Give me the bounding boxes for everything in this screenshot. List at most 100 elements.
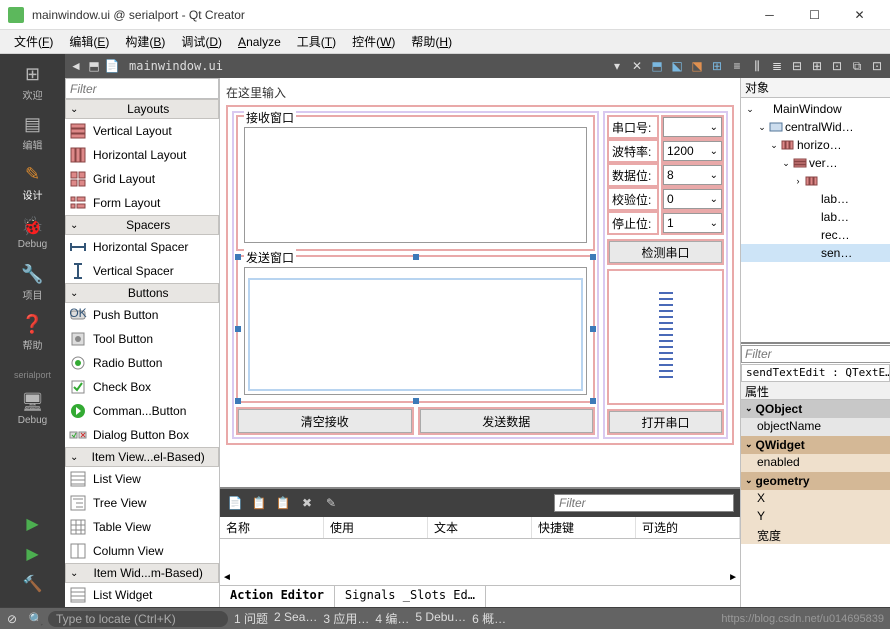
widget-group-Layouts[interactable]: ⌄Layouts xyxy=(65,99,219,119)
layout-h-icon[interactable]: ≡ xyxy=(728,57,746,75)
widget-tree-view[interactable]: Tree View xyxy=(65,491,219,515)
cfg-select-4[interactable]: 1 xyxy=(661,211,724,235)
status-pane[interactable]: 6 概… xyxy=(472,610,506,627)
run-button[interactable]: ▶ xyxy=(0,509,65,539)
action-col-快捷键[interactable]: 快捷键 xyxy=(532,517,636,538)
prop-Y[interactable]: Y xyxy=(741,508,890,526)
adjust-size-icon[interactable]: ⊡ xyxy=(868,57,886,75)
menu-控件[interactable]: 控件(W) xyxy=(344,31,403,52)
layout-vs-icon[interactable]: ⊟ xyxy=(788,57,806,75)
send-groupbox[interactable]: 发送窗口 xyxy=(236,255,595,403)
widget-tool-button[interactable]: Tool Button xyxy=(65,327,219,351)
clear-recv-button[interactable]: 清空接收 xyxy=(236,407,414,435)
minimize-button[interactable]: ─ xyxy=(747,0,792,30)
mode-帮助[interactable]: ❓帮助 xyxy=(0,308,65,358)
mode-Debug[interactable]: 🐞Debug xyxy=(0,208,65,258)
status-pane[interactable]: 1 问题 xyxy=(234,610,268,627)
obj-node[interactable]: sen… xyxy=(741,244,890,262)
search-icon[interactable]: 🔍 xyxy=(24,612,48,626)
build-button[interactable]: 🔨 xyxy=(0,569,65,599)
vertical-spacer[interactable] xyxy=(607,269,724,405)
mode-项目[interactable]: 🔧项目 xyxy=(0,258,65,308)
widget-form-layout[interactable]: Form Layout xyxy=(65,191,219,215)
status-pane[interactable]: 2 Sea… xyxy=(274,610,317,627)
widget-group-Item Wid...m-Based)[interactable]: ⌄Item Wid...m-Based) xyxy=(65,563,219,583)
document-name[interactable]: mainwindow.ui xyxy=(123,58,229,74)
recv-groupbox[interactable]: 接收窗口 xyxy=(236,115,595,251)
obj-node[interactable]: ⌄ver… xyxy=(741,154,890,172)
form-canvas[interactable]: 在这里输入 接收窗口 发送窗口 xyxy=(220,78,740,607)
open-port-button[interactable]: 打开串口 xyxy=(607,409,724,435)
widget-group-Spacers[interactable]: ⌄Spacers xyxy=(65,215,219,235)
copy-action-icon[interactable]: 📋 xyxy=(250,494,268,512)
property-filter-input[interactable] xyxy=(741,345,890,363)
mode-欢迎[interactable]: ⊞欢迎 xyxy=(0,58,65,108)
layout-v-icon[interactable]: ⫼ xyxy=(748,57,766,75)
widget-check-box[interactable]: Check Box xyxy=(65,375,219,399)
widget-column-view[interactable]: Column View xyxy=(65,539,219,563)
nav-back-icon[interactable]: ◄ xyxy=(69,59,83,73)
widget-group-Item View...el-Based)[interactable]: ⌄Item View...el-Based) xyxy=(65,447,219,467)
bottom-tab-0[interactable]: Action Editor xyxy=(220,586,335,607)
widget-dialog-button-box[interactable]: Dialog Button Box xyxy=(65,423,219,447)
widget-comman...button[interactable]: Comman...Button xyxy=(65,399,219,423)
action-col-名称[interactable]: 名称 xyxy=(220,517,324,538)
menu-编辑[interactable]: 编辑(E) xyxy=(61,31,117,52)
maximize-button[interactable]: ☐ xyxy=(792,0,837,30)
obj-node[interactable]: rec… xyxy=(741,226,890,244)
edit-signals-icon[interactable]: ⬕ xyxy=(668,57,686,75)
obj-node[interactable]: › xyxy=(741,172,890,190)
detect-port-button[interactable]: 检测串口 xyxy=(607,239,724,265)
widget-table-view[interactable]: Table View xyxy=(65,515,219,539)
action-col-文本[interactable]: 文本 xyxy=(428,517,532,538)
widget-radio-button[interactable]: Radio Button xyxy=(65,351,219,375)
cfg-select-1[interactable]: 1200 xyxy=(661,139,724,163)
form-right-layout[interactable]: 串口号:波特率:1200数据位:8校验位:0停止位:1 检测串口 打开串口 xyxy=(603,111,728,439)
obj-node[interactable]: lab… xyxy=(741,190,890,208)
widget-list-view[interactable]: List View xyxy=(65,467,219,491)
menu-Analyze[interactable]: Analyze xyxy=(230,33,289,51)
locator-input[interactable]: Type to locate (Ctrl+K) xyxy=(48,611,228,627)
prop-group-QObject[interactable]: ⌄QObject xyxy=(741,400,890,418)
action-col-使用[interactable]: 使用 xyxy=(324,517,428,538)
obj-node[interactable]: lab… xyxy=(741,208,890,226)
obj-node[interactable]: ⌄horizo… xyxy=(741,136,890,154)
close-doc-icon[interactable]: ✕ xyxy=(628,57,646,75)
break-layout-icon[interactable]: ⧉ xyxy=(848,57,866,75)
scroll-left-icon[interactable]: ◄ xyxy=(222,572,232,583)
menu-构建[interactable]: 构建(B) xyxy=(117,31,173,52)
widget-push-button[interactable]: OKPush Button xyxy=(65,303,219,327)
action-filter-input[interactable] xyxy=(554,494,734,512)
prop-enabled[interactable]: enabled xyxy=(741,454,890,472)
widget-vertical-spacer[interactable]: Vertical Spacer xyxy=(65,259,219,283)
form-root[interactable]: 接收窗口 发送窗口 xyxy=(226,105,734,445)
edit-tabs-icon[interactable]: ⊞ xyxy=(708,57,726,75)
paste-action-icon[interactable]: 📋 xyxy=(274,494,292,512)
status-pane[interactable]: 4 编… xyxy=(375,610,409,627)
close-find-icon[interactable]: ⊘ xyxy=(0,612,24,626)
edit-action-icon[interactable]: ✎ xyxy=(322,494,340,512)
menu-帮助[interactable]: 帮助(H) xyxy=(403,31,460,52)
delete-action-icon[interactable]: ✖ xyxy=(298,494,316,512)
mode-编辑[interactable]: ▤编辑 xyxy=(0,108,65,158)
form-left-layout[interactable]: 接收窗口 发送窗口 xyxy=(232,111,599,439)
widget-filter-input[interactable] xyxy=(65,78,219,99)
edit-buddies-icon[interactable]: ⬔ xyxy=(688,57,706,75)
target-selector[interactable]: 🖥Debug xyxy=(0,384,65,434)
menu-工具[interactable]: 工具(T) xyxy=(289,31,344,52)
widget-horizontal-spacer[interactable]: Horizontal Spacer xyxy=(65,235,219,259)
layout-f-icon[interactable]: ⊡ xyxy=(828,57,846,75)
run-debug-button[interactable]: ▶ xyxy=(0,539,65,569)
prop-objectName[interactable]: objectName xyxy=(741,418,890,436)
prop-group-QWidget[interactable]: ⌄QWidget xyxy=(741,436,890,454)
status-pane[interactable]: 5 Debu… xyxy=(415,610,466,627)
cfg-select-3[interactable]: 0 xyxy=(661,187,724,211)
status-pane[interactable]: 3 应用… xyxy=(323,610,369,627)
obj-node[interactable]: ⌄MainWindow xyxy=(741,100,890,118)
widget-horizontal-layout[interactable]: Horizontal Layout xyxy=(65,143,219,167)
close-button[interactable]: ✕ xyxy=(837,0,882,30)
obj-node[interactable]: ⌄centralWid… xyxy=(741,118,890,136)
bottom-tab-1[interactable]: Signals _Slots Ed… xyxy=(335,586,486,607)
prop-group-geometry[interactable]: ⌄geometry xyxy=(741,472,890,490)
prop-X[interactable]: X xyxy=(741,490,890,508)
